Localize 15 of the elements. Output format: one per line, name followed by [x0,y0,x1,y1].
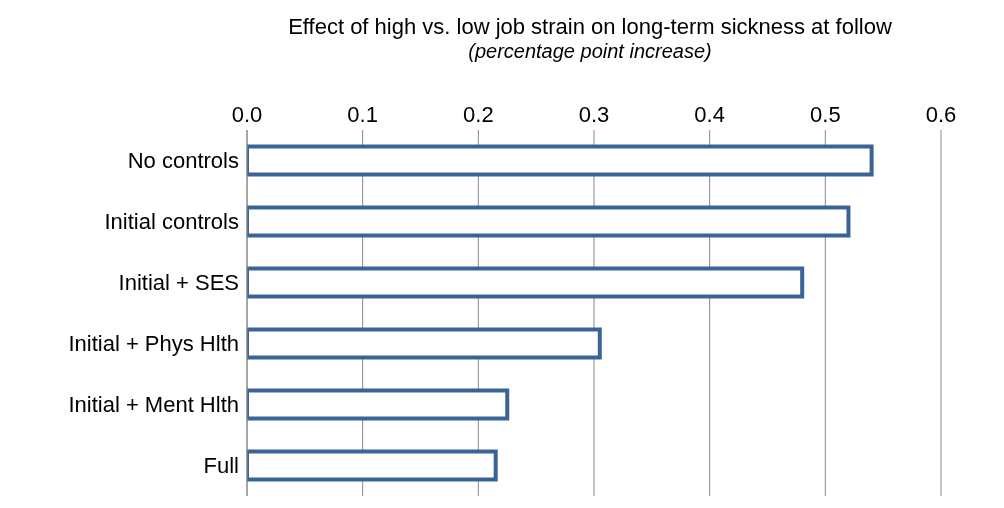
x-tick-label: 0.5 [810,102,841,127]
y-tick-label: Full [203,453,239,479]
x-tick-label: 0.4 [694,102,725,127]
y-tick-label: No controls [127,148,239,174]
y-tick-label: Initial + Ment Hlth [68,392,239,418]
chart-subtitle: (percentage point increase) [468,40,712,63]
chart-title: Effect of high vs. low job strain on long-term sickness at follow [288,14,892,40]
x-tick-label: 0.1 [347,102,378,127]
x-tick-label: 0.2 [463,102,494,127]
x-tick-label: 0.6 [925,102,957,127]
x-tick-label: 0.0 [231,102,263,127]
x-tick-label: 0.3 [578,102,610,127]
y-tick-label: Initial controls [104,209,239,235]
y-tick-label: Initial + SES [118,270,239,296]
y-tick-label: Initial + Phys Hlth [68,331,239,357]
